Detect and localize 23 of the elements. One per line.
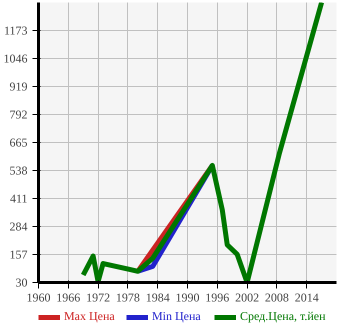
x-tick-label: 2014	[294, 290, 319, 304]
x-tick-label: 1990	[176, 290, 200, 304]
y-tick-label: 919	[10, 80, 28, 94]
y-tick-label: 665	[10, 136, 28, 150]
x-tick-label: 1972	[86, 290, 110, 304]
y-tick-label: 30	[16, 276, 28, 290]
y-tick-label: 284	[10, 220, 28, 234]
legend-label: Min Цена	[152, 309, 201, 324]
x-tick-label: 2002	[235, 290, 260, 304]
legend-label: Max Цена	[64, 309, 115, 324]
x-tick-label: 2008	[264, 290, 289, 304]
x-tick-label: 1984	[146, 290, 170, 304]
y-tick-label: 411	[10, 192, 28, 206]
legend-label: Сред.Цена, т.йен	[240, 309, 326, 324]
y-tick-label: 1173	[4, 24, 28, 38]
x-tick-label: 1966	[56, 290, 80, 304]
x-tick-label: 1978	[116, 290, 140, 304]
y-tick-label: 792	[10, 108, 28, 122]
y-tick-label: 1046	[4, 52, 28, 66]
x-tick-label: 1996	[205, 290, 230, 304]
y-tick-label: 157	[10, 248, 28, 262]
y-tick-label: 538	[10, 164, 28, 178]
x-tick-label: 1960	[26, 290, 50, 304]
